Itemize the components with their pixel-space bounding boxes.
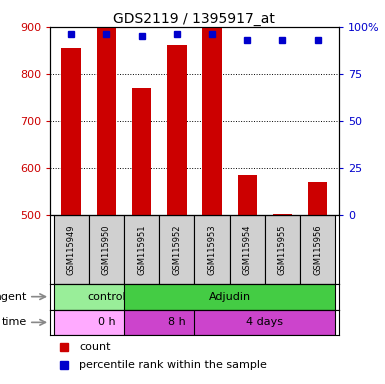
Bar xyxy=(194,215,229,284)
Text: GSM115950: GSM115950 xyxy=(102,224,111,275)
Bar xyxy=(124,215,159,284)
Bar xyxy=(124,284,335,310)
Text: count: count xyxy=(79,342,110,352)
Text: GSM115952: GSM115952 xyxy=(172,224,181,275)
Text: time: time xyxy=(2,317,27,328)
Text: GSM115955: GSM115955 xyxy=(278,224,287,275)
Text: Adjudin: Adjudin xyxy=(209,292,251,302)
Bar xyxy=(238,175,257,215)
Text: 0 h: 0 h xyxy=(97,317,115,328)
Bar xyxy=(273,214,292,215)
Text: GSM115953: GSM115953 xyxy=(208,224,216,275)
Text: GSM115954: GSM115954 xyxy=(243,224,252,275)
Bar xyxy=(229,215,265,284)
Text: 4 days: 4 days xyxy=(246,317,283,328)
Bar xyxy=(62,48,81,215)
Bar xyxy=(203,27,222,215)
Bar xyxy=(300,215,335,284)
Text: control: control xyxy=(87,292,126,302)
Text: GSM115956: GSM115956 xyxy=(313,224,322,275)
Text: 8 h: 8 h xyxy=(168,317,186,328)
Bar xyxy=(308,182,327,215)
Title: GDS2119 / 1395917_at: GDS2119 / 1395917_at xyxy=(114,12,275,26)
Text: GSM115951: GSM115951 xyxy=(137,224,146,275)
Bar xyxy=(89,215,124,284)
Bar xyxy=(132,88,151,215)
Bar xyxy=(54,284,159,310)
Bar xyxy=(54,310,159,335)
Bar xyxy=(159,215,194,284)
Bar xyxy=(97,27,116,215)
Text: percentile rank within the sample: percentile rank within the sample xyxy=(79,360,267,370)
Bar xyxy=(194,310,335,335)
Text: agent: agent xyxy=(0,292,27,302)
Bar xyxy=(54,215,89,284)
Bar xyxy=(265,215,300,284)
Text: GSM115949: GSM115949 xyxy=(67,224,76,275)
Bar xyxy=(124,310,229,335)
Bar xyxy=(167,45,186,215)
